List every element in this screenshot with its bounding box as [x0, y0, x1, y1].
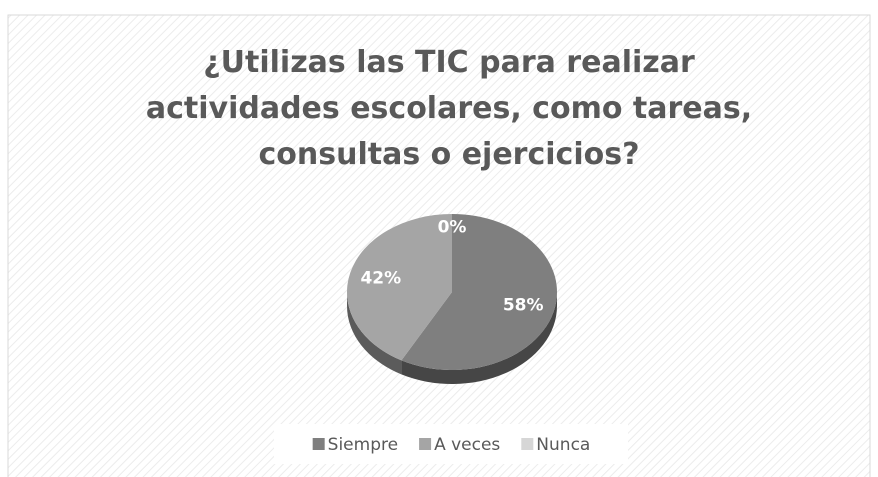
legend-label: Nunca — [536, 435, 590, 455]
pie-side — [401, 292, 557, 385]
legend-label: A veces — [434, 435, 500, 455]
legend-item: A veces — [419, 435, 500, 455]
pie-slice — [401, 214, 558, 371]
chart-title: ¿Utilizas las TIC para realizar activida… — [145, 45, 753, 172]
data-label: 0% — [438, 217, 467, 237]
legend-label: Siempre — [328, 435, 398, 455]
pie: 58% 42% 0% — [347, 214, 558, 385]
legend-swatch — [521, 438, 534, 450]
legend: Siempre A veces Nunca — [312, 435, 590, 455]
legend-box — [274, 424, 628, 464]
pie-side — [347, 292, 402, 375]
legend-item: Nunca — [521, 435, 590, 455]
data-label: 42% — [360, 268, 401, 288]
pie-slice — [347, 214, 452, 361]
legend-item: Siempre — [312, 435, 398, 455]
legend-swatch — [312, 438, 325, 450]
data-label: 58% — [503, 296, 544, 316]
legend-swatch — [419, 438, 432, 450]
